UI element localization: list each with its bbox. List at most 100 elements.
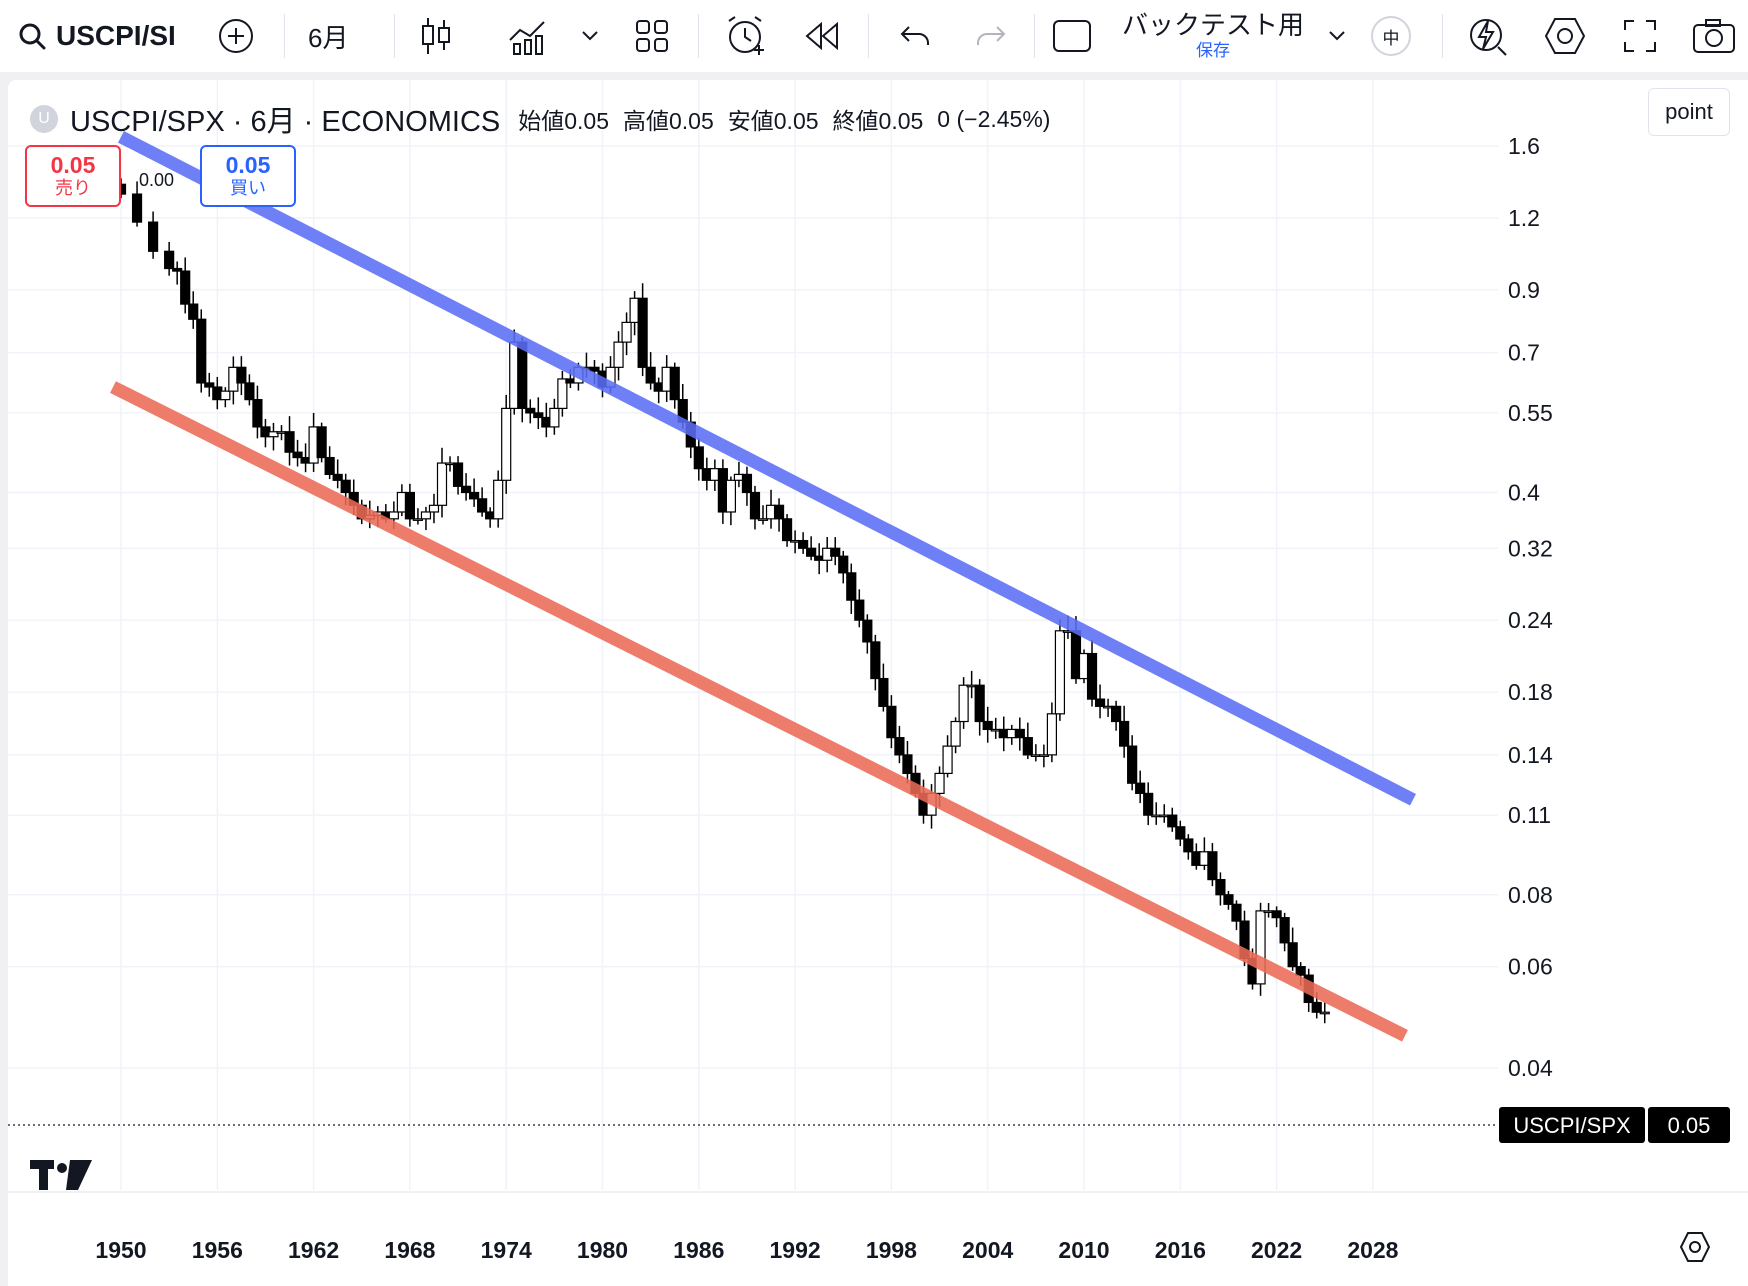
sell-button[interactable]: 0.05 売り — [25, 145, 121, 207]
candle — [292, 439, 303, 467]
candles — [115, 178, 1330, 1024]
symbol-search-button[interactable]: USCPI/SI — [18, 8, 186, 64]
time-tick-label: 1974 — [481, 1237, 532, 1263]
candle-body-down — [1143, 792, 1154, 816]
candle — [982, 706, 993, 743]
candle — [332, 459, 343, 489]
chevron-down-icon[interactable] — [580, 8, 600, 64]
candle — [669, 362, 680, 409]
price-tag: USCPI/SPX 0.05 — [1499, 1107, 1730, 1143]
candle-body-down — [1231, 903, 1242, 922]
candle-body-down — [781, 518, 793, 542]
chart-panel[interactable]: 1.6 1.2 0.9 0.7 0.55 0.4 0.32 0.24 0.18 0.14 0.11 0… — [8, 80, 1748, 1286]
trendlines — [110, 131, 1416, 1042]
candle-body-down — [830, 547, 841, 557]
candle-body-down — [1119, 720, 1130, 747]
candle — [284, 416, 295, 466]
spread-value: 0.00 — [139, 170, 175, 190]
candle-body-up — [621, 321, 632, 343]
time-tick-label: 1950 — [95, 1237, 146, 1263]
lightning-icon[interactable] — [1468, 8, 1508, 64]
candle-body-up — [428, 504, 440, 513]
upper-trendline — [118, 131, 1416, 806]
sell-label: 売り — [55, 177, 91, 198]
candle — [268, 422, 279, 451]
candle-body-down — [798, 539, 809, 549]
candle — [196, 309, 207, 393]
templates-icon[interactable] — [634, 8, 670, 64]
time-tick-label: 2028 — [1347, 1237, 1398, 1263]
candle-body-down — [1183, 838, 1194, 853]
indicators-icon[interactable] — [508, 8, 548, 64]
time-axis: 1950 1956 1962 1968 1974 1980 1986 1992 1998 2004… — [95, 1237, 1398, 1263]
candle-body-down — [741, 473, 753, 494]
settings-icon[interactable] — [1544, 8, 1586, 64]
language-button[interactable]: 中 — [1371, 16, 1411, 56]
price-tag-value: 0.05 — [1668, 1113, 1711, 1138]
add-symbol-icon[interactable] — [216, 8, 256, 64]
layout-name-button[interactable]: バックテスト用 保存 — [1118, 8, 1308, 64]
candle-body-down — [196, 318, 207, 384]
candle-body-down — [284, 431, 295, 453]
tradingview-logo[interactable] — [30, 1158, 94, 1197]
chart-legend: U USCPI/SPX · 6月 · ECONOMICS 始値0.05 高値0.… — [30, 98, 1050, 140]
undo-icon[interactable] — [898, 8, 932, 64]
time-tick-label: 2016 — [1155, 1237, 1206, 1263]
candle — [1207, 843, 1218, 887]
candle-body-down — [404, 491, 415, 520]
candle-body-down — [1110, 705, 1122, 723]
scale-mode-button[interactable]: point — [1648, 88, 1730, 136]
redo-icon[interactable] — [974, 8, 1008, 64]
camera-icon[interactable] — [1692, 8, 1736, 64]
toolbar-divider — [394, 14, 395, 58]
replay-icon[interactable] — [804, 8, 840, 64]
candle-body-up — [613, 341, 624, 368]
layout-icon[interactable] — [1052, 8, 1092, 64]
candles-icon[interactable] — [418, 8, 454, 64]
price-tick-label: 0.4 — [1508, 479, 1540, 505]
price-tick-label: 1.6 — [1508, 133, 1540, 159]
low-value: 0.05 — [773, 108, 819, 134]
candle-body-up — [942, 745, 953, 775]
candle-body-up — [220, 390, 231, 401]
candle-body-down — [292, 451, 303, 459]
candle-body-down — [252, 399, 263, 428]
candle-body-up — [549, 407, 560, 428]
candle-body-down — [316, 426, 327, 459]
candle-body-up — [757, 518, 769, 521]
price-tick-label: 0.14 — [1508, 742, 1553, 768]
candle — [1183, 834, 1194, 860]
axis-settings-icon[interactable] — [1678, 1230, 1712, 1269]
candle-body-down — [806, 547, 817, 557]
candle-body-up — [501, 407, 512, 481]
candle — [846, 563, 857, 614]
candle-body-down — [477, 498, 488, 513]
layout-name: バックテスト用 — [1121, 9, 1304, 40]
candle-body-down — [332, 473, 343, 481]
fullscreen-icon[interactable] — [1622, 8, 1658, 64]
price-tick-label: 0.04 — [1508, 1055, 1553, 1081]
buy-button[interactable]: 0.05 買い — [200, 145, 296, 207]
candle-body-down — [1094, 698, 1106, 707]
candle-body-down — [236, 366, 247, 384]
candle-body-down — [1086, 652, 1098, 700]
top-toolbar: USCPI/SI 6月 バックテスト用 保存 中 — [0, 0, 1748, 72]
candle-body-down — [669, 366, 680, 401]
candle — [757, 505, 769, 525]
interval-button[interactable]: 6月 — [308, 8, 348, 64]
candle-body-down — [645, 366, 656, 384]
candle — [1022, 722, 1033, 760]
candle — [420, 506, 432, 531]
candle-body-down — [188, 303, 199, 320]
price-tag-symbol: USCPI/SPX — [1513, 1113, 1631, 1138]
candle-body-up — [493, 479, 504, 520]
candle — [798, 532, 809, 554]
alert-icon[interactable] — [724, 8, 768, 64]
chart-canvas[interactable]: 1.6 1.2 0.9 0.7 0.55 0.4 0.32 0.24 0.18 0.14 0.11 0… — [8, 80, 1748, 1286]
candle — [645, 352, 656, 390]
high-value: 0.05 — [669, 108, 714, 134]
legend-title[interactable]: USCPI/SPX · 6月 · ECONOMICS — [70, 106, 501, 138]
chevron-down-icon[interactable] — [1327, 8, 1347, 64]
candle-body-up — [950, 720, 961, 747]
candle — [749, 485, 761, 530]
